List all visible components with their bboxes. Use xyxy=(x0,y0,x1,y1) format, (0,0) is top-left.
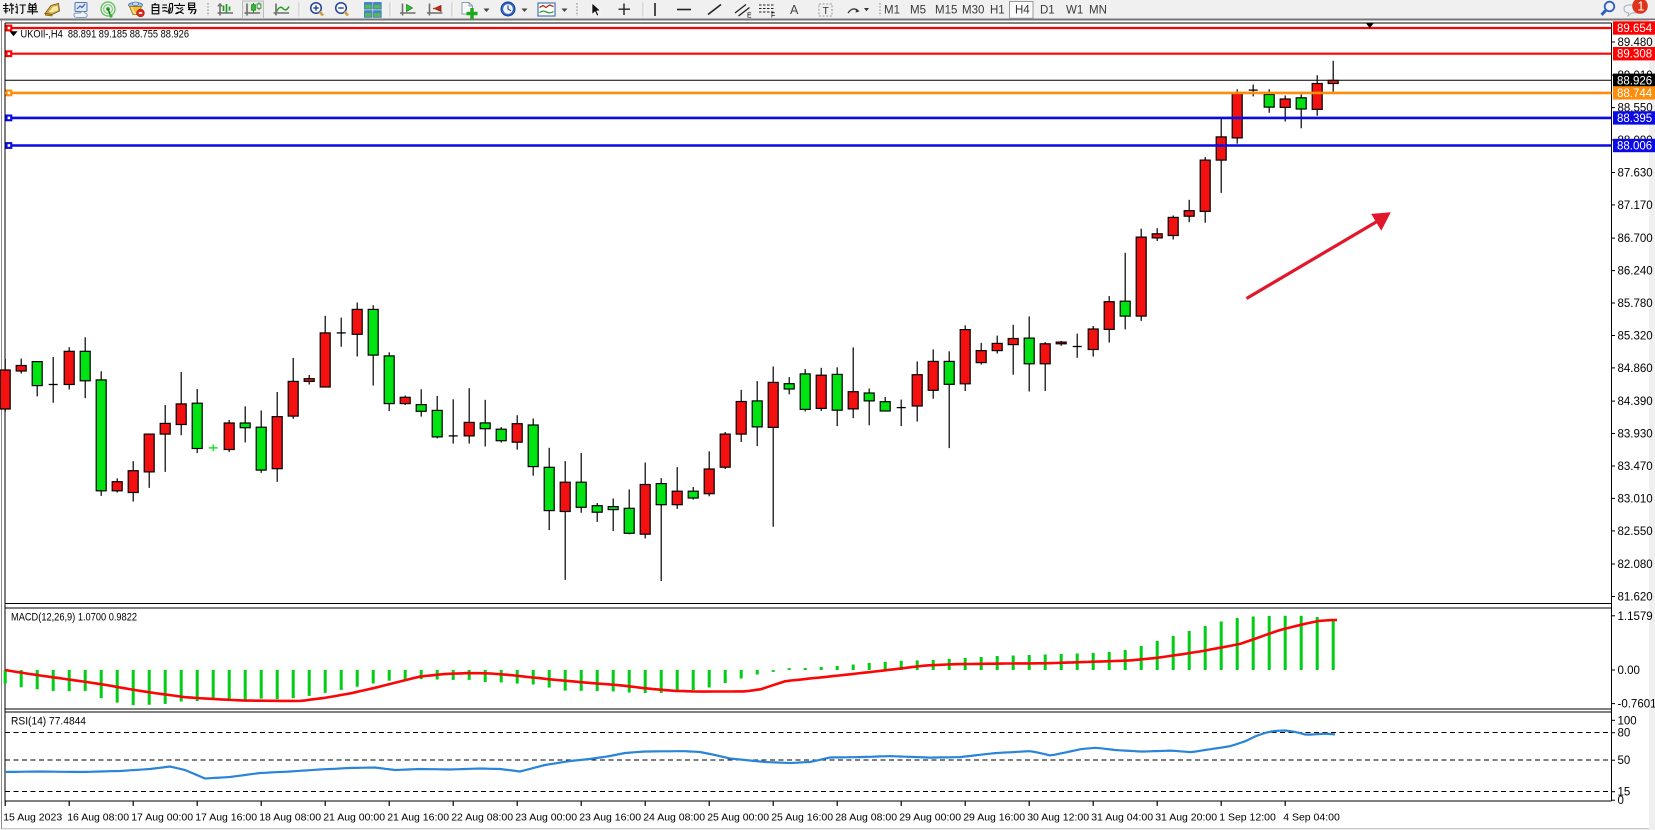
svg-text:82.550: 82.550 xyxy=(1618,526,1653,538)
svg-text:A: A xyxy=(790,3,799,17)
svg-text:-0.7601: -0.7601 xyxy=(1618,699,1655,711)
svg-text:M1: M1 xyxy=(884,5,900,17)
svg-text:17 Aug 00:00: 17 Aug 00:00 xyxy=(131,812,193,824)
svg-text:89.480: 89.480 xyxy=(1618,37,1653,49)
svg-text:F: F xyxy=(771,13,775,20)
svg-text:0.00: 0.00 xyxy=(1618,665,1640,677)
svg-text:100: 100 xyxy=(1618,715,1637,727)
svg-text:15 Aug 2023: 15 Aug 2023 xyxy=(3,812,62,824)
svg-text:H4: H4 xyxy=(1015,5,1030,17)
svg-text:UKOIl-,H4 88.891 89.185 88.75: UKOIl-,H4 88.891 89.185 88.755 88.926 xyxy=(21,29,190,41)
svg-text:87.630: 87.630 xyxy=(1618,168,1653,180)
svg-text:16 Aug 08:00: 16 Aug 08:00 xyxy=(67,812,129,824)
svg-text:23 Aug 00:00: 23 Aug 00:00 xyxy=(515,812,577,824)
svg-text:0: 0 xyxy=(1618,795,1624,807)
svg-text:D1: D1 xyxy=(1040,5,1055,17)
svg-text:M5: M5 xyxy=(910,5,926,17)
svg-text:29 Aug 00:00: 29 Aug 00:00 xyxy=(899,812,961,824)
svg-text:4 Sep 04:00: 4 Sep 04:00 xyxy=(1283,812,1340,824)
svg-text:31 Aug 20:00: 31 Aug 20:00 xyxy=(1155,812,1217,824)
svg-text:24 Aug 08:00: 24 Aug 08:00 xyxy=(643,812,705,824)
svg-text:85.780: 85.780 xyxy=(1618,298,1653,310)
svg-text:21 Aug 00:00: 21 Aug 00:00 xyxy=(323,812,385,824)
svg-text:83.470: 83.470 xyxy=(1618,461,1653,473)
svg-text:29 Aug 16:00: 29 Aug 16:00 xyxy=(963,812,1025,824)
svg-text:84.390: 84.390 xyxy=(1618,396,1653,408)
svg-text:T: T xyxy=(823,5,830,17)
svg-text:1.1579: 1.1579 xyxy=(1618,611,1653,623)
svg-text:M30: M30 xyxy=(962,5,984,17)
svg-text:31 Aug 04:00: 31 Aug 04:00 xyxy=(1091,812,1153,824)
svg-text:H1: H1 xyxy=(990,5,1005,17)
svg-text:82.080: 82.080 xyxy=(1618,559,1653,571)
svg-text:50: 50 xyxy=(1618,755,1631,767)
svg-text:88.006: 88.006 xyxy=(1617,141,1652,153)
svg-text:30 Aug 12:00: 30 Aug 12:00 xyxy=(1027,812,1089,824)
svg-text:RSI(14) 77.4844: RSI(14) 77.4844 xyxy=(11,716,86,728)
svg-text:1: 1 xyxy=(1637,0,1644,14)
svg-text:15: 15 xyxy=(1618,787,1631,799)
svg-text:25 Aug 16:00: 25 Aug 16:00 xyxy=(771,812,833,824)
svg-text:25 Aug 00:00: 25 Aug 00:00 xyxy=(707,812,769,824)
svg-text:89.308: 89.308 xyxy=(1617,49,1652,61)
svg-text:88.926: 88.926 xyxy=(1617,75,1652,87)
svg-text:E: E xyxy=(747,13,752,20)
svg-text:83.930: 83.930 xyxy=(1618,429,1653,441)
svg-text:88.395: 88.395 xyxy=(1617,113,1652,125)
svg-text:M15: M15 xyxy=(935,5,957,17)
svg-text:87.170: 87.170 xyxy=(1618,200,1653,212)
svg-text:83.010: 83.010 xyxy=(1618,493,1653,505)
svg-text:86.700: 86.700 xyxy=(1618,233,1653,245)
svg-text:23 Aug 16:00: 23 Aug 16:00 xyxy=(579,812,641,824)
svg-text:89.654: 89.654 xyxy=(1617,23,1653,35)
svg-text:80: 80 xyxy=(1618,728,1631,740)
svg-text:81.620: 81.620 xyxy=(1618,592,1653,604)
svg-text:84.860: 84.860 xyxy=(1618,363,1653,375)
svg-text:MN: MN xyxy=(1089,5,1107,17)
svg-text:21 Aug 16:00: 21 Aug 16:00 xyxy=(387,812,449,824)
svg-text:MACD(12,26,9) 1.0700 0.9822: MACD(12,26,9) 1.0700 0.9822 xyxy=(11,612,137,624)
svg-text:28 Aug 08:00: 28 Aug 08:00 xyxy=(835,812,897,824)
svg-text:1 Sep 12:00: 1 Sep 12:00 xyxy=(1219,812,1276,824)
svg-text:18 Aug 08:00: 18 Aug 08:00 xyxy=(259,812,321,824)
svg-text:17 Aug 16:00: 17 Aug 16:00 xyxy=(195,812,257,824)
svg-text:W1: W1 xyxy=(1066,5,1083,17)
svg-text:22 Aug 08:00: 22 Aug 08:00 xyxy=(451,812,513,824)
svg-text:86.240: 86.240 xyxy=(1618,266,1653,278)
svg-text:85.320: 85.320 xyxy=(1618,331,1653,343)
svg-text:88.744: 88.744 xyxy=(1617,88,1653,100)
